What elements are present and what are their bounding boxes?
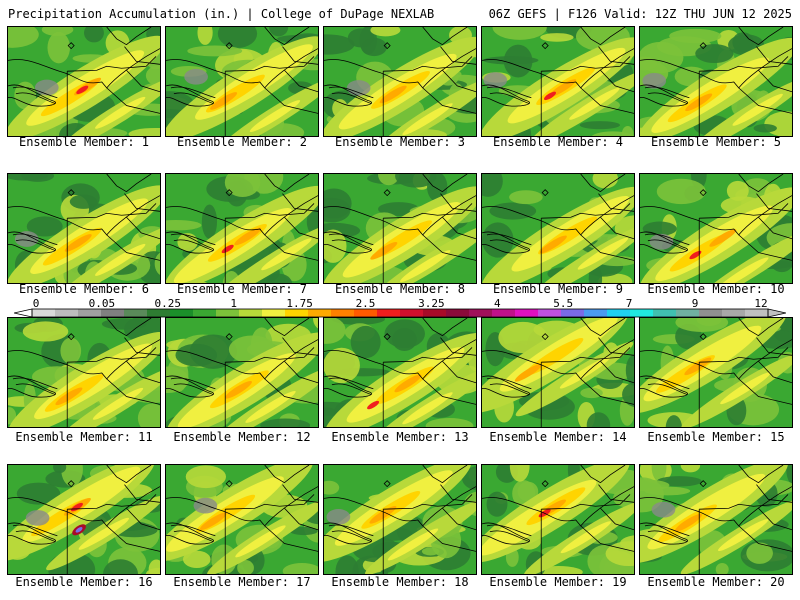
member-map-19 xyxy=(481,464,635,575)
colorbar-swatch xyxy=(32,309,56,317)
colorbar-swatch xyxy=(699,309,723,317)
colorbar-swatch xyxy=(354,309,378,317)
member-label-18: Ensemble Member: 18 xyxy=(331,575,469,589)
member-map-18 xyxy=(323,464,477,575)
colorbar-swatch xyxy=(538,309,562,317)
member-map-11 xyxy=(7,317,161,428)
colorbar-swatch xyxy=(377,309,401,317)
member-map-17 xyxy=(165,464,319,575)
colorbar-swatch xyxy=(676,309,700,317)
member-label-6: Ensemble Member: 6 xyxy=(18,282,150,296)
colorbar-max-arrow xyxy=(767,308,786,318)
colorbar-swatch xyxy=(607,309,631,317)
member-label-12: Ensemble Member: 12 xyxy=(173,430,311,444)
member-map-2 xyxy=(165,26,319,137)
member-map-3 xyxy=(323,26,477,137)
colorbar-min-arrow xyxy=(14,308,33,318)
colorbar-tick-label: 5.5 xyxy=(553,299,573,310)
colorbar-swatch xyxy=(630,309,654,317)
member-label-3: Ensemble Member: 3 xyxy=(334,135,466,149)
colorbar-tick-label: 12 xyxy=(754,299,767,310)
colorbar-tick-label: 0 xyxy=(33,299,40,310)
colorbar-tick-label: 0.05 xyxy=(89,299,116,310)
member-label-20: Ensemble Member: 20 xyxy=(647,575,785,589)
colorbar-tick-label: 9 xyxy=(692,299,699,310)
colorbar-swatch xyxy=(492,309,516,317)
member-map-13 xyxy=(323,317,477,428)
member-label-7: Ensemble Member: 7 xyxy=(176,282,308,296)
colorbar-tick-label: 0.25 xyxy=(155,299,182,310)
colorbar-tick-label: 3.25 xyxy=(418,299,445,310)
member-map-12 xyxy=(165,317,319,428)
colorbar-swatch xyxy=(239,309,263,317)
colorbar-tick-label: 2.5 xyxy=(356,299,376,310)
colorbar-swatch xyxy=(285,309,309,317)
colorbar-swatch xyxy=(170,309,194,317)
member-label-16: Ensemble Member: 16 xyxy=(15,575,153,589)
member-map-14 xyxy=(481,317,635,428)
colorbar-swatch xyxy=(400,309,424,317)
colorbar-swatch xyxy=(584,309,608,317)
precipitation-colorbar: 0 0.05 0.25 1 1.75 2.5 3.25 4 5.5 7 9 12 xyxy=(14,299,786,318)
colorbar-swatch xyxy=(308,309,332,317)
colorbar-swatch xyxy=(423,309,447,317)
member-map-8 xyxy=(323,173,477,284)
member-map-15 xyxy=(639,317,793,428)
member-map-5 xyxy=(639,26,793,137)
colorbar-tick-label: 1.75 xyxy=(286,299,313,310)
member-label-5: Ensemble Member: 5 xyxy=(650,135,782,149)
member-label-15: Ensemble Member: 15 xyxy=(647,430,785,444)
member-label-1: Ensemble Member: 1 xyxy=(18,135,150,149)
colorbar-swatch xyxy=(262,309,286,317)
member-label-4: Ensemble Member: 4 xyxy=(492,135,624,149)
member-map-20 xyxy=(639,464,793,575)
chart-title: Precipitation Accumulation (in.) | Colle… xyxy=(8,7,435,21)
member-label-11: Ensemble Member: 11 xyxy=(15,430,153,444)
member-map-6 xyxy=(7,173,161,284)
member-label-10: Ensemble Member: 10 xyxy=(647,282,785,296)
colorbar-swatch xyxy=(124,309,148,317)
member-map-9 xyxy=(481,173,635,284)
member-label-9: Ensemble Member: 9 xyxy=(492,282,624,296)
colorbar-swatch xyxy=(216,309,240,317)
member-label-13: Ensemble Member: 13 xyxy=(331,430,469,444)
colorbar-swatch xyxy=(55,309,79,317)
member-map-4 xyxy=(481,26,635,137)
colorbar-swatch xyxy=(78,309,102,317)
member-map-7 xyxy=(165,173,319,284)
member-map-1 xyxy=(7,26,161,137)
colorbar-swatch xyxy=(745,309,769,317)
colorbar-swatch xyxy=(331,309,355,317)
member-map-10 xyxy=(639,173,793,284)
colorbar-tick-label: 7 xyxy=(626,299,633,310)
member-label-2: Ensemble Member: 2 xyxy=(176,135,308,149)
member-label-19: Ensemble Member: 19 xyxy=(489,575,627,589)
colorbar-swatch xyxy=(561,309,585,317)
colorbar-swatch xyxy=(446,309,470,317)
member-label-8: Ensemble Member: 8 xyxy=(334,282,466,296)
colorbar-swatch xyxy=(193,309,217,317)
model-run-info: 06Z GEFS | F126 Valid: 12Z THU JUN 12 20… xyxy=(488,7,792,21)
colorbar-swatch xyxy=(147,309,171,317)
member-map-16 xyxy=(7,464,161,575)
colorbar-swatch xyxy=(515,309,539,317)
colorbar-swatch xyxy=(469,309,493,317)
member-label-17: Ensemble Member: 17 xyxy=(173,575,311,589)
colorbar-swatch xyxy=(101,309,125,317)
colorbar-tick-label: 4 xyxy=(494,299,501,310)
colorbar-swatch xyxy=(653,309,677,317)
colorbar-tick-label: 1 xyxy=(230,299,237,310)
colorbar-swatch xyxy=(722,309,746,317)
member-label-14: Ensemble Member: 14 xyxy=(489,430,627,444)
